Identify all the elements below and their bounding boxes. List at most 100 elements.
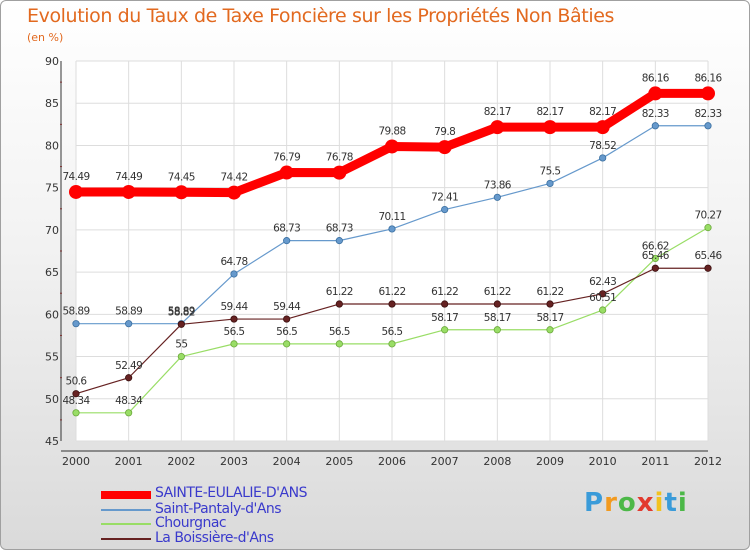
data-label: 58.82 (168, 306, 195, 318)
y-tick-label: 65 (45, 266, 59, 279)
data-point (704, 122, 712, 130)
unit-label: (en %) (27, 31, 64, 44)
data-label: 72.41 (431, 192, 458, 204)
x-tick-label: 2003 (220, 455, 248, 468)
data-label: 70.11 (378, 211, 405, 223)
x-tick-label: 2010 (589, 455, 617, 468)
data-point (595, 120, 610, 135)
data-label: 50.6 (66, 376, 88, 388)
data-point (704, 264, 712, 272)
data-point (283, 237, 291, 245)
legend-swatch (101, 538, 151, 540)
data-point (227, 185, 241, 200)
data-point (385, 139, 399, 154)
data-label: 58.17 (536, 312, 563, 324)
data-label: 79.8 (434, 126, 455, 138)
data-point (490, 120, 505, 135)
data-label: 65.46 (642, 250, 670, 262)
data-label: 62.43 (589, 276, 616, 288)
x-tick-label: 2007 (431, 455, 459, 468)
legend-swatch (101, 491, 151, 499)
data-label: 61.22 (484, 286, 511, 298)
data-label: 61.22 (326, 286, 353, 298)
data-label: 86.16 (642, 72, 670, 84)
data-label: 48.34 (115, 395, 143, 407)
legend-item-chourgnac: Chourgnac (101, 515, 361, 531)
data-label: 61.22 (378, 286, 405, 298)
data-point (651, 254, 659, 263)
data-label: 79.88 (378, 125, 405, 137)
data-label: 75.5 (540, 165, 561, 177)
legend-item-la-boissiere: La Boissière-d'Ans (101, 530, 361, 546)
data-point (125, 409, 133, 417)
data-label: 65.46 (694, 250, 722, 262)
data-label: 58.89 (62, 306, 89, 318)
data-label: 82.17 (536, 106, 563, 118)
data-point (648, 86, 663, 101)
y-tick-label: 45 (45, 435, 59, 448)
data-label: 76.78 (326, 152, 353, 164)
data-point (283, 315, 291, 323)
chart-title: Evolution du Taux de Taxe Foncière sur l… (27, 5, 615, 27)
data-point (72, 390, 80, 398)
data-label: 82.33 (642, 108, 669, 120)
data-label: 59.44 (220, 301, 248, 313)
data-point (335, 300, 343, 308)
data-point (388, 340, 396, 348)
data-point (177, 320, 185, 328)
x-tick-label: 2004 (273, 455, 301, 468)
data-point (651, 122, 659, 130)
data-label: 52.49 (115, 360, 142, 372)
data-point (72, 409, 80, 417)
data-point (121, 184, 136, 199)
data-label: 74.49 (115, 171, 142, 183)
data-label: 78.52 (589, 140, 616, 152)
logo-letter: o (617, 488, 637, 518)
data-point (441, 205, 449, 214)
data-point (441, 326, 449, 334)
proxiti-logo: Proxiti (584, 488, 688, 518)
y-tick-label: 90 (45, 55, 59, 68)
data-label: 48.34 (62, 395, 90, 407)
data-point (388, 225, 396, 233)
legend-item-saint-pantaly: Saint-Pantaly-d'Ans (101, 501, 361, 517)
y-tick-label: 75 (45, 182, 59, 195)
data-point (230, 315, 238, 323)
data-point (599, 154, 607, 162)
legend-swatch (101, 509, 151, 511)
data-label: 74.45 (168, 171, 195, 183)
x-tick-label: 2000 (62, 455, 90, 468)
data-point (599, 306, 607, 314)
data-point (177, 352, 185, 361)
y-tick-label: 50 (45, 393, 59, 406)
data-label: 60.51 (589, 292, 616, 304)
data-point (332, 165, 347, 180)
legend-label: La Boissière-d'Ans (155, 530, 274, 546)
data-point (279, 165, 294, 180)
y-tick-label: 85 (45, 97, 59, 110)
data-label: 86.16 (694, 72, 722, 84)
data-point (493, 193, 501, 201)
data-point (704, 224, 712, 232)
data-point (69, 184, 83, 199)
x-tick-label: 2001 (115, 455, 143, 468)
data-point (388, 300, 396, 308)
logo-letter: x (636, 488, 655, 518)
data-label: 58.89 (168, 306, 195, 318)
data-point (546, 179, 554, 188)
data-label: 56.5 (382, 326, 403, 338)
data-point (546, 326, 554, 334)
data-point (335, 340, 343, 348)
data-label: 61.22 (536, 286, 563, 298)
data-label: 58.17 (431, 312, 458, 324)
y-tick-label: 60 (45, 308, 59, 321)
data-point (599, 290, 607, 298)
data-point (701, 86, 715, 101)
data-point (125, 374, 133, 382)
data-label: 74.49 (62, 171, 89, 183)
data-point (441, 300, 449, 308)
x-tick-label: 2012 (694, 455, 722, 468)
x-tick-label: 2009 (536, 455, 564, 468)
y-tick-label: 80 (45, 139, 59, 152)
